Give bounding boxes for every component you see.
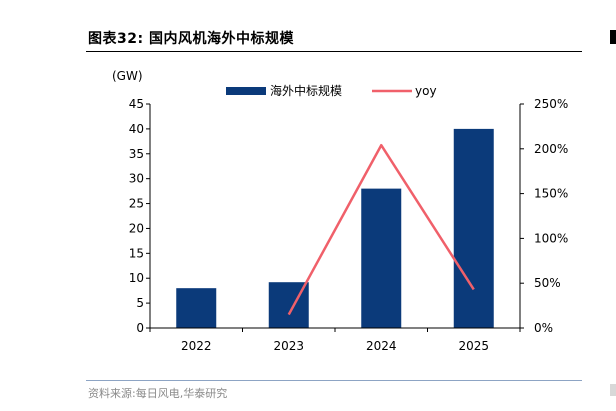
y-left-tick-label: 40 [129, 122, 144, 136]
y-right-tick-label: 50% [534, 276, 561, 290]
y-left-tick-label: 15 [129, 246, 144, 260]
y-right-tick-label: 250% [534, 97, 568, 111]
adjacent-page-edge [610, 30, 616, 44]
y-left-tick-label: 0 [136, 321, 144, 335]
legend-swatch-bar [226, 87, 266, 95]
yoy-line-series [287, 143, 475, 316]
bar-2025 [453, 128, 494, 328]
y-left-tick-label: 45 [129, 97, 144, 111]
y-left-tick-label: 35 [129, 147, 144, 161]
bar-2022 [176, 288, 217, 328]
legend-label-line: yoy [415, 84, 437, 98]
x-tick-label: 2022 [181, 339, 212, 353]
y-right-tick-label: 100% [534, 231, 568, 245]
x-tick-label: 2023 [273, 339, 304, 353]
y-left-tick-label: 30 [129, 172, 144, 186]
legend: 海外中标规模 yoy [226, 83, 437, 98]
x-axis: 2022 2023 2024 2025 [149, 327, 521, 353]
bar-2024 [361, 188, 402, 328]
y-left-tick-label: 20 [129, 221, 144, 235]
source-note: 资料来源:每日风电,华泰研究 [88, 387, 228, 400]
x-tick-label: 2024 [366, 339, 397, 353]
title-rule [86, 51, 582, 52]
bar-series [176, 128, 494, 328]
y-axis-left: 0 5 10 15 20 25 30 35 40 45 [129, 97, 151, 335]
yoy-line [287, 143, 475, 316]
y-axis-right: 0% 50% 100% 150% 200% 250% [519, 97, 568, 335]
source-rule [86, 380, 582, 381]
legend-label-bar: 海外中标规模 [270, 83, 342, 98]
y-right-tick-label: 200% [534, 142, 568, 156]
x-tick-label: 2025 [458, 339, 489, 353]
y-left-tick-label: 10 [129, 271, 144, 285]
y-right-tick-label: 0% [534, 321, 553, 335]
y-left-tick-label: 25 [129, 197, 144, 211]
y-axis-unit-label: (GW) [112, 69, 143, 83]
figure-title: 图表32: 国内风机海外中标规模 [88, 31, 294, 47]
adjacent-page-edge-bottom [610, 384, 616, 396]
y-left-tick-label: 5 [136, 296, 144, 310]
y-right-tick-label: 150% [534, 187, 568, 201]
